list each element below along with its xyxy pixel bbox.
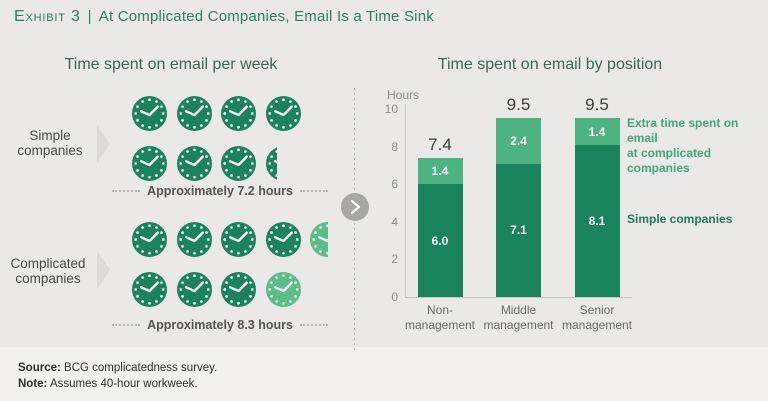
footer-band <box>0 347 768 401</box>
clock-icon <box>132 95 167 131</box>
next-arrow-button[interactable] <box>341 193 369 221</box>
bar-segment-simple: 8.1 <box>574 144 620 297</box>
clock-icon <box>221 221 256 257</box>
clock-icon <box>221 95 256 131</box>
clock-icon <box>221 271 256 307</box>
clock-icon <box>265 271 301 307</box>
complicated-hours-caption: Approximately 8.3 hours <box>112 318 328 332</box>
clock-icon <box>176 271 212 307</box>
y-tick-label: 6 <box>391 177 398 192</box>
bar-segment-simple: 6.0 <box>417 184 463 297</box>
simple-hours-caption: Approximately 7.2 hours <box>112 184 328 198</box>
source-text: BCG complicatedness survey. <box>64 362 218 374</box>
y-tick-label: 10 <box>384 102 398 116</box>
clock-icon <box>132 271 167 307</box>
clock-icon <box>176 145 212 181</box>
bar-total-label: 7.4 <box>428 134 452 154</box>
wedge-arrow-icon <box>97 125 110 163</box>
dashed-line <box>299 190 328 192</box>
x-category-label: Non- management <box>404 303 476 332</box>
exhibit-header: Exhibit 3 | At Complicated Companies, Emai… <box>14 8 434 26</box>
bar-segment-simple: 7.1 <box>496 163 541 297</box>
chevron-right-icon <box>350 199 361 215</box>
exhibit-title: At Complicated Companies, Email Is a Tim… <box>98 8 434 25</box>
y-axis-line <box>405 104 406 297</box>
bar-segment-extra: 2.4 <box>496 118 541 164</box>
clock-icon <box>176 95 212 131</box>
y-tick-label: 8 <box>391 139 398 154</box>
bar-total-label: 9.5 <box>506 95 531 115</box>
y-tick-label: 4 <box>391 214 398 229</box>
source-label: Source: <box>18 362 61 374</box>
clock-icon <box>176 221 212 257</box>
clock-icon <box>132 145 167 181</box>
note-text: Assumes 40-hour workweek. <box>49 378 198 390</box>
dashed-line <box>112 324 141 326</box>
left-panel-title: Time spent on email per week <box>64 56 278 73</box>
y-axis-label: Hours <box>387 88 420 102</box>
exhibit-number: Exhibit 3 <box>14 8 81 25</box>
wedge-arrow-icon <box>97 251 110 289</box>
dashed-line <box>299 324 328 326</box>
complicated-companies-label: Complicated companies <box>10 256 86 286</box>
clock-icon <box>132 221 167 257</box>
x-category-label: Middle management <box>483 303 554 332</box>
bar-segment-extra: 1.4 <box>417 157 463 185</box>
legend-item-simple-companies: Simple companies <box>627 212 733 226</box>
simple-hours-text: Approximately 7.2 hours <box>147 184 293 198</box>
legend-item-extra-time: Extra time spent on email at complicated… <box>627 116 739 175</box>
y-tick-label: 2 <box>391 252 398 267</box>
bar-segment-extra: 1.4 <box>574 118 620 145</box>
y-tick-label: 0 <box>391 290 398 304</box>
header-separator: | <box>87 8 92 25</box>
x-category-label: Senior management <box>561 303 633 332</box>
clock-icon <box>265 95 301 131</box>
note-line: Note: Assumes 40-hour workweek. <box>18 376 217 392</box>
right-panel-title: Time spent on email by position <box>437 56 663 73</box>
clock-icon <box>221 145 256 181</box>
footer-notes: Source: BCG complicatedness survey. Note… <box>18 360 217 392</box>
complicated-hours-text: Approximately 8.3 hours <box>147 318 293 332</box>
clock-icon <box>265 146 277 181</box>
note-label: Note: <box>18 378 48 390</box>
dashed-line <box>112 190 141 192</box>
source-line: Source: BCG complicatedness survey. <box>18 360 217 376</box>
x-axis-line <box>405 297 632 298</box>
clock-icon <box>265 221 301 257</box>
simple-companies-label: Simple companies <box>17 128 83 158</box>
bar-total-label: 9.5 <box>585 95 609 115</box>
clock-icon <box>310 221 328 257</box>
